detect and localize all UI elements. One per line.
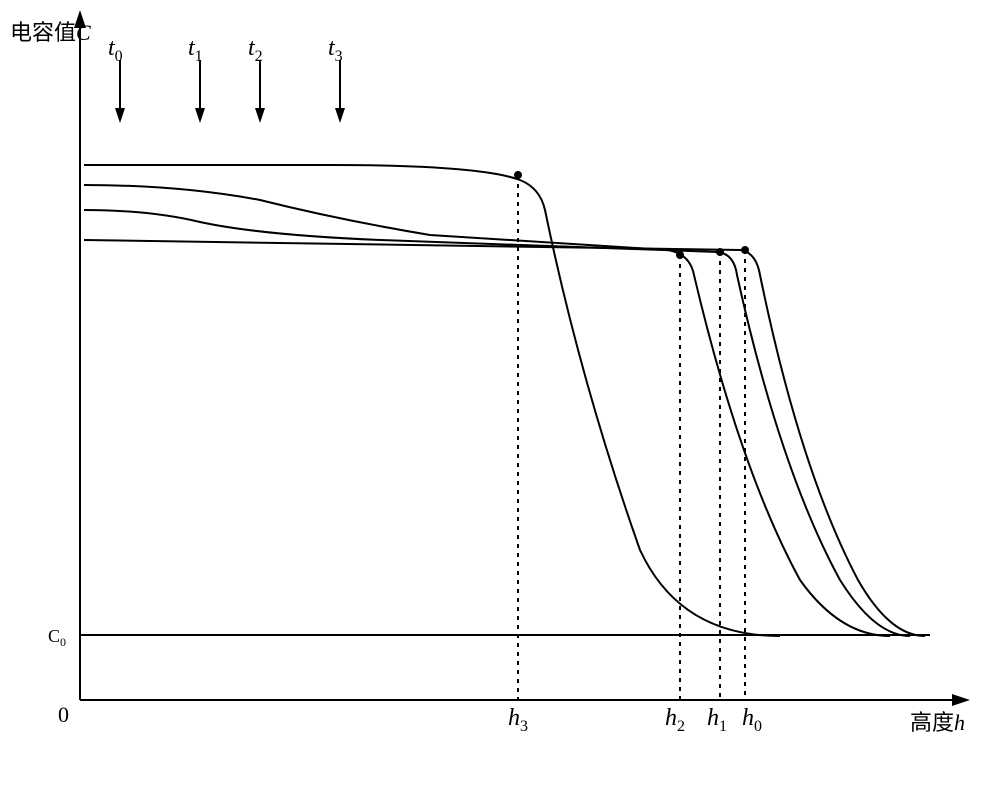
svg-text:t3: t3 [328,35,343,65]
svg-text:t1: t1 [188,35,203,65]
dot-t2 [676,251,684,259]
dot-t3 [514,171,522,179]
t2-sub: 2 [255,48,263,65]
x-axis-label: 高度h [910,710,965,735]
c0-label: C0 [48,626,66,649]
h0-label: h0 [742,705,762,735]
h2-label: h2 [665,705,685,735]
pointer-t1: t1 [188,35,205,123]
svg-text:t2: t2 [248,35,263,65]
t1-sub: 1 [195,48,203,65]
curve-t1 [84,210,910,636]
pointer-t0: t0 [108,35,125,123]
capacitance-height-chart: t0 t1 t2 t3 电容值C 高度h 0 C0 h3 h2 h1 h0 [0,0,1000,790]
h3-label: h3 [508,705,528,735]
curve-t2 [84,185,890,636]
dot-t0 [741,246,749,254]
x-axis-arrow [952,694,970,706]
y-axis-label: 电容值C [10,20,91,45]
t0-sub: 0 [115,48,123,65]
svg-text:t0: t0 [108,35,123,65]
h1-label: h1 [707,705,727,735]
t3-sub: 3 [335,48,343,65]
origin-label: 0 [58,702,69,727]
pointer-t2: t2 [248,35,265,123]
pointer-t3: t3 [328,35,345,123]
dot-t1 [716,248,724,256]
